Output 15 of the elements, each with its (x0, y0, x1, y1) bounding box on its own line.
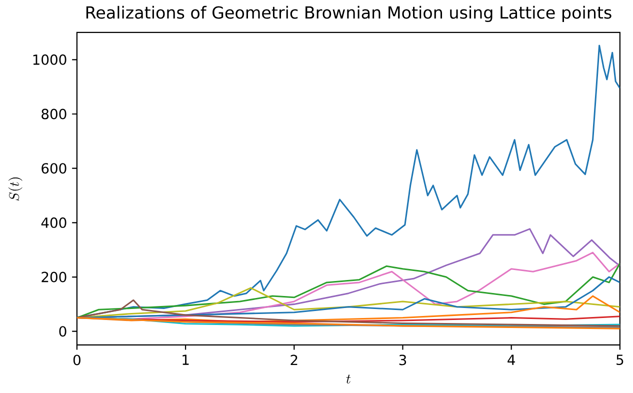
y-tick-label: 800 (42, 108, 66, 120)
x-axis-title: $t$ (346, 374, 351, 384)
chart-title: Realizations of Geometric Brownian Motion using Lattice points (86, 6, 612, 22)
y-tick-label: 600 (42, 163, 66, 174)
y-tick-label: 200 (42, 272, 66, 282)
x-tick-label: 4 (508, 354, 515, 365)
x-tick-label: 3 (399, 354, 406, 366)
y-tick-label: 400 (41, 217, 66, 228)
x-tick-label: 5 (616, 354, 624, 366)
y-tick-label: 1000 (33, 54, 66, 65)
y-tick-label: 0 (59, 326, 66, 337)
x-tick-label: 2 (290, 354, 298, 366)
y-axis-title: $S(t)$ (8, 178, 22, 201)
x-tick-label: 0 (73, 354, 80, 366)
x-tick-label: 1 (182, 354, 189, 365)
